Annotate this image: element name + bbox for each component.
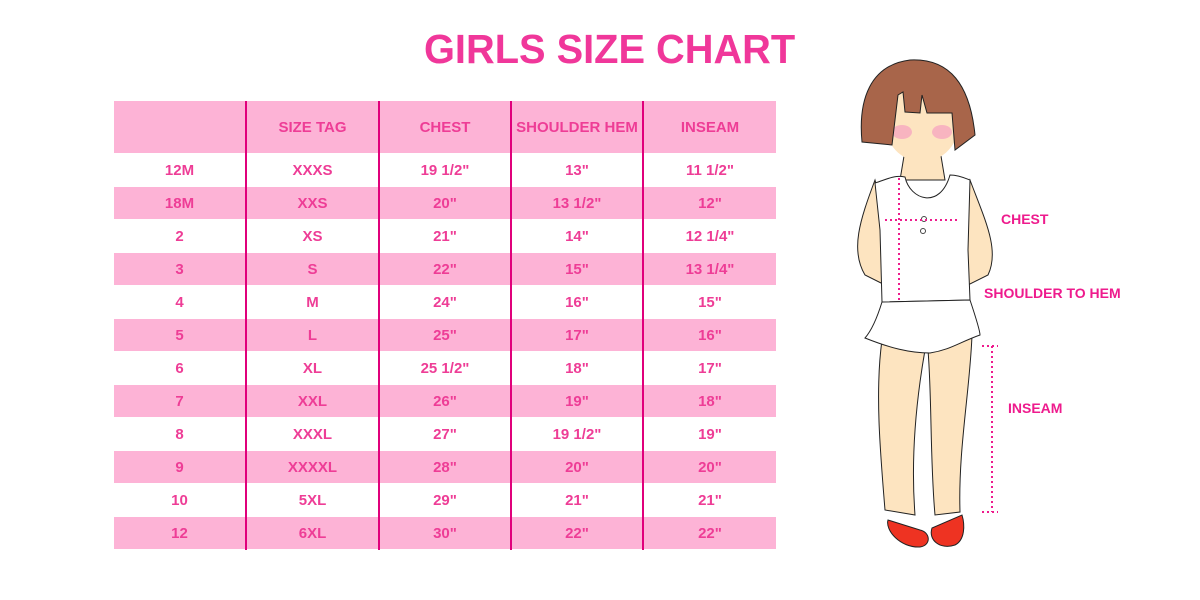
table-cell: 22"	[510, 516, 643, 550]
table-cell: 3	[114, 252, 246, 286]
table-cell: 27"	[378, 417, 511, 451]
table-row: 2 XS 21" 14" 12 1/4"	[114, 219, 776, 253]
table-cell: 18M	[114, 186, 246, 220]
table-cell: 8	[114, 417, 246, 451]
table-cell: 19"	[510, 384, 643, 418]
chest-label: CHEST	[1001, 211, 1049, 227]
table-cell: XS	[245, 219, 379, 253]
table-cell: 19 1/2"	[378, 153, 511, 187]
table-row: 3 S 22" 15" 13 1/4"	[114, 252, 776, 286]
table-cell: 17"	[642, 351, 776, 385]
table-cell: 6XL	[245, 516, 379, 550]
table-cell: 15"	[510, 252, 643, 286]
table-cell: 16"	[510, 285, 643, 319]
table-row: 7 XXL 26" 19" 18"	[114, 384, 776, 418]
table-cell: 13 1/2"	[510, 186, 643, 220]
column-header	[114, 101, 246, 154]
table-cell: XL	[245, 351, 379, 385]
table-cell: 10	[114, 483, 246, 517]
column-header: INSEAM	[642, 101, 776, 154]
table-row: 12M XXXS 19 1/2" 13" 11 1/2"	[114, 153, 776, 187]
table-cell: 9	[114, 450, 246, 484]
table-cell: 12	[114, 516, 246, 550]
table-cell: 16"	[642, 318, 776, 352]
table-cell: 21"	[510, 483, 643, 517]
table-cell: 6	[114, 351, 246, 385]
table-cell: XXXXL	[245, 450, 379, 484]
table-row: 8 XXXL 27" 19 1/2" 19"	[114, 417, 776, 451]
table-cell: XXS	[245, 186, 379, 220]
table-cell: 11 1/2"	[642, 153, 776, 187]
table-row: 4 M 24" 16" 15"	[114, 285, 776, 319]
table-cell: 12M	[114, 153, 246, 187]
table-cell: 5	[114, 318, 246, 352]
table-cell: 12"	[642, 186, 776, 220]
table-cell: XXXS	[245, 153, 379, 187]
table-cell: 18"	[510, 351, 643, 385]
table-cell: 13 1/4"	[642, 252, 776, 286]
table-cell: 13"	[510, 153, 643, 187]
table-cell: L	[245, 318, 379, 352]
table-cell: 20"	[378, 186, 511, 220]
table-cell: 15"	[642, 285, 776, 319]
table-cell: 18"	[642, 384, 776, 418]
hair	[860, 59, 976, 151]
table-header-row: SIZE TAG CHEST SHOULDER HEM INSEAM	[114, 101, 776, 154]
table-cell: M	[245, 285, 379, 319]
table-cell: 20"	[510, 450, 643, 484]
table-cell: XXL	[245, 384, 379, 418]
table-cell: 25 1/2"	[378, 351, 511, 385]
inseam-label: INSEAM	[1008, 400, 1063, 416]
shoulder-to-hem-label: SHOULDER TO HEM	[984, 285, 1121, 301]
table-row: 10 5XL 29" 21" 21"	[114, 483, 776, 517]
table-cell: 7	[114, 384, 246, 418]
table-cell: 17"	[510, 318, 643, 352]
table-row: 6 XL 25 1/2" 18" 17"	[114, 351, 776, 385]
girl-illustration	[857, 59, 998, 548]
size-chart-table: SIZE TAG CHEST SHOULDER HEM INSEAM 12M XXXS 1…	[114, 101, 776, 550]
table-cell: 24"	[378, 285, 511, 319]
table-cell: 5XL	[245, 483, 379, 517]
column-header: SHOULDER HEM	[510, 101, 643, 154]
table-cell: 29"	[378, 483, 511, 517]
column-header: CHEST	[378, 101, 511, 154]
table-cell: 22"	[378, 252, 511, 286]
page-title: GIRLS SIZE CHART	[424, 26, 796, 72]
table-row: 9 XXXXL 28" 20" 20"	[114, 450, 776, 484]
table-cell: S	[245, 252, 379, 286]
table-cell: 19"	[642, 417, 776, 451]
table-cell: 30"	[378, 516, 511, 550]
table-row: 18M XXS 20" 13 1/2" 12"	[114, 186, 776, 220]
table-cell: 14"	[510, 219, 643, 253]
table-cell: 4	[114, 285, 246, 319]
table-cell: 22"	[642, 516, 776, 550]
table-cell: 21"	[642, 483, 776, 517]
table-cell: 2	[114, 219, 246, 253]
table-cell: 28"	[378, 450, 511, 484]
shoe-left	[887, 519, 929, 548]
column-header: SIZE TAG	[245, 101, 379, 154]
table-cell: 25"	[378, 318, 511, 352]
table-cell: 26"	[378, 384, 511, 418]
table-cell: XXXL	[245, 417, 379, 451]
table-cell: 12 1/4"	[642, 219, 776, 253]
table-row: 5 L 25" 17" 16"	[114, 318, 776, 352]
shoe-right	[930, 514, 965, 547]
table-cell: 19 1/2"	[510, 417, 643, 451]
table-row: 12 6XL 30" 22" 22"	[114, 516, 776, 550]
table-cell: 21"	[378, 219, 511, 253]
table-cell: 20"	[642, 450, 776, 484]
